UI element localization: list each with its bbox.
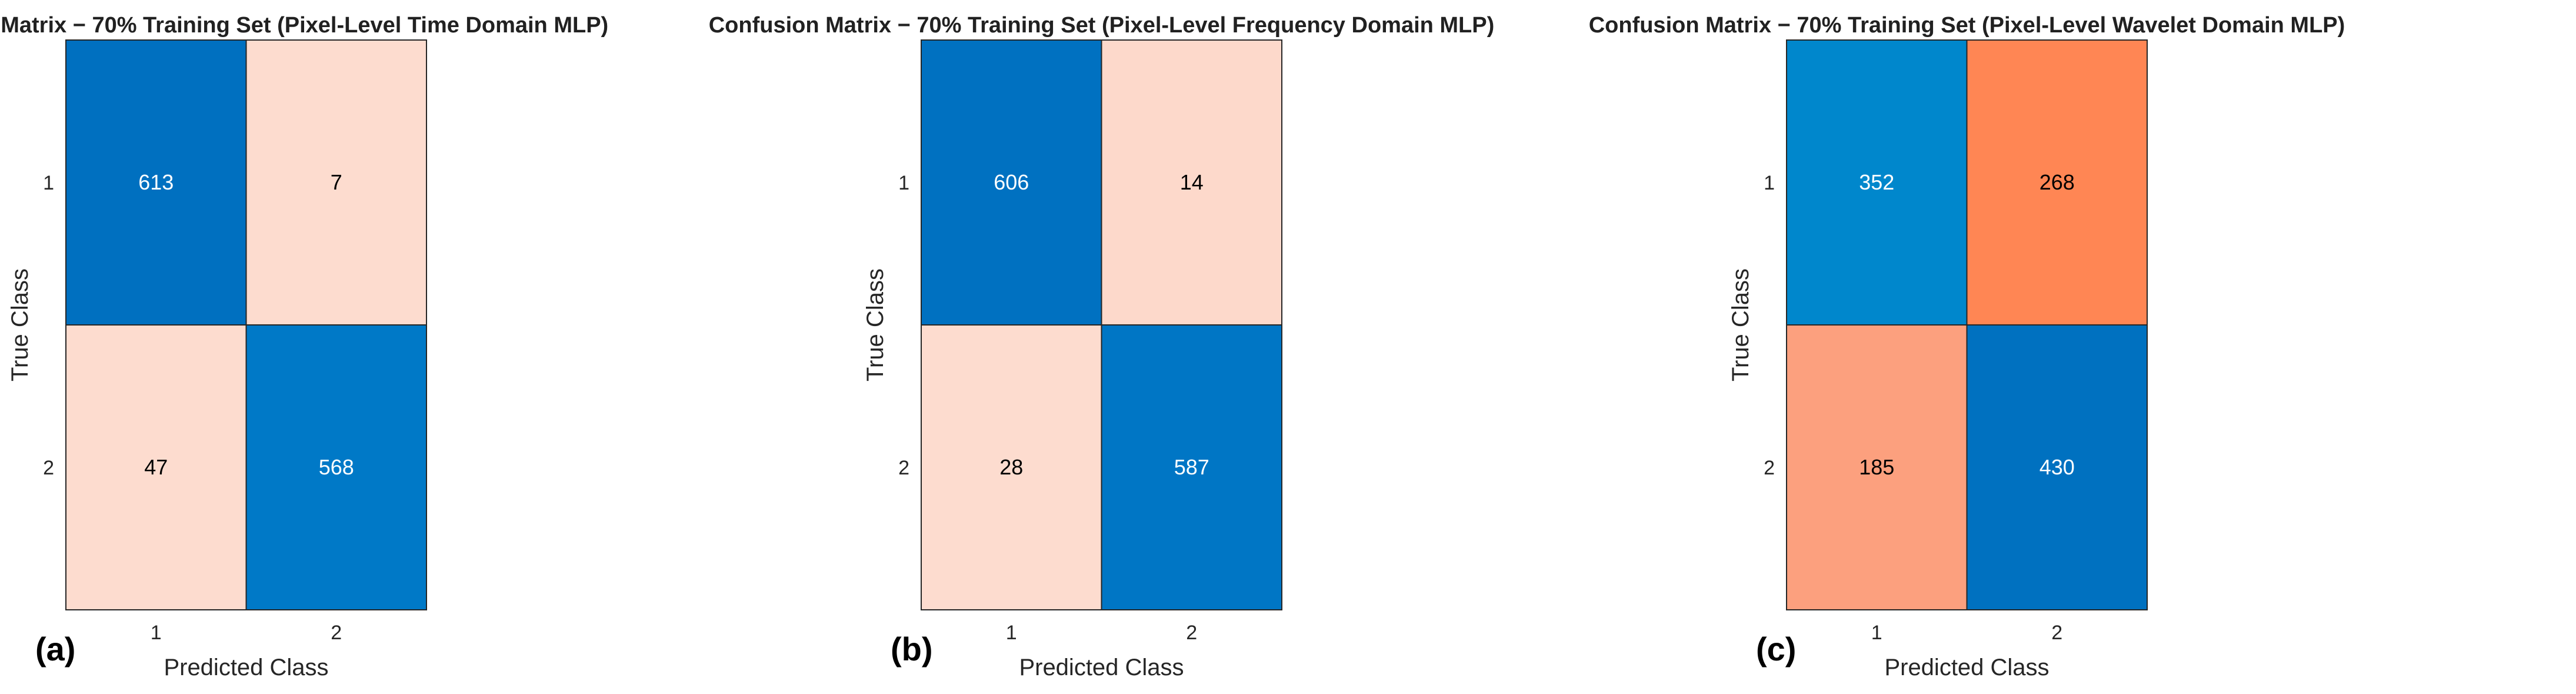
x-tick-label: 1 <box>1871 622 1882 644</box>
matrix-cell <box>245 39 427 326</box>
y-tick-label: 2 <box>43 457 54 479</box>
chart-title: Confusion Matrix − 70% Training Set (Pix… <box>709 13 1495 38</box>
matrix-cell <box>1101 39 1282 326</box>
matrix-cell <box>65 39 247 326</box>
x-axis-label: Predicted Class <box>1019 655 1184 680</box>
cell-value-label: 47 <box>144 455 168 479</box>
cell-value-label: 587 <box>1174 455 1209 479</box>
x-tick-label: 1 <box>151 622 162 644</box>
matrix-cell <box>1786 39 1968 326</box>
cell-value-label: 185 <box>1859 455 1894 479</box>
cell-value-label: 7 <box>331 170 342 194</box>
y-tick-label: 1 <box>43 172 54 194</box>
chart-title: Confusion Matrix − 70% Training Set (Pix… <box>1589 13 2345 38</box>
chart-title: Confusion Matrix − 70% Training Set (Pix… <box>0 13 608 38</box>
cell-value-label: 268 <box>2040 170 2075 194</box>
x-tick-label: 2 <box>2051 622 2062 644</box>
matrix-cell <box>65 324 247 610</box>
y-axis-label: True Class <box>862 268 888 381</box>
cell-value-label: 28 <box>999 455 1023 479</box>
y-tick-label: 2 <box>1764 457 1775 479</box>
y-tick-label: 1 <box>898 172 909 194</box>
cell-value-label: 430 <box>2040 455 2075 479</box>
x-tick-label: 1 <box>1006 622 1017 644</box>
matrix-cell <box>1966 324 2148 610</box>
plot-frame <box>1786 39 2148 610</box>
panel-letter: (c) <box>1756 630 1796 668</box>
cell-value-label: 606 <box>994 170 1029 194</box>
matrix-cell <box>245 324 427 610</box>
x-axis-label: Predicted Class <box>1884 655 2049 680</box>
x-tick-label: 2 <box>331 622 342 644</box>
matrix-cell <box>1786 324 1968 610</box>
plot-frame <box>921 39 1282 610</box>
y-tick-label: 1 <box>1764 172 1775 194</box>
cell-value-label: 14 <box>1180 170 1204 194</box>
x-axis-label: Predicted Class <box>164 655 328 680</box>
panel-letter: (a) <box>35 630 75 668</box>
cell-value-label: 352 <box>1859 170 1894 194</box>
matrix-cell <box>1101 324 1282 610</box>
y-axis-label: True Class <box>1728 268 1754 381</box>
plot-frame <box>65 39 427 610</box>
cell-value-label: 568 <box>319 455 354 479</box>
panel-letter: (b) <box>891 630 933 668</box>
x-tick-label: 2 <box>1186 622 1197 644</box>
y-axis-label: True Class <box>7 268 33 381</box>
y-tick-label: 2 <box>898 457 909 479</box>
cell-value-label: 613 <box>138 170 174 194</box>
matrix-cell <box>1966 39 2148 326</box>
